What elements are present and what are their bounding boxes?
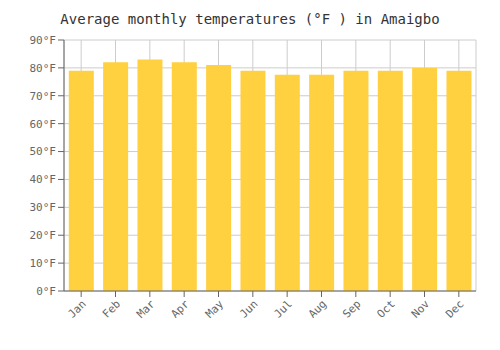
svg-text:10°F: 10°F (30, 257, 57, 270)
svg-text:Nov: Nov (409, 297, 433, 321)
svg-text:90°F: 90°F (30, 34, 57, 47)
svg-text:Oct: Oct (375, 297, 398, 320)
svg-text:Apr: Apr (169, 297, 193, 321)
svg-text:Feb: Feb (100, 297, 123, 320)
svg-text:Dec: Dec (443, 297, 466, 320)
svg-text:May: May (203, 297, 227, 321)
svg-text:80°F: 80°F (30, 62, 57, 75)
svg-text:Jan: Jan (66, 297, 89, 320)
svg-text:Aug: Aug (306, 297, 329, 320)
svg-text:Jul: Jul (272, 297, 295, 320)
svg-text:20°F: 20°F (30, 229, 57, 242)
svg-text:60°F: 60°F (30, 118, 57, 131)
html-text:Average monthly temperatures (: Average monthly temperatures (°F ) in Am… (60, 11, 440, 27)
svg-text:Jun: Jun (237, 297, 260, 320)
svg-text:50°F: 50°F (30, 145, 57, 158)
svg-text:40°F: 40°F (30, 173, 57, 186)
svg-text:Sep: Sep (340, 297, 363, 320)
svg-text:30°F: 30°F (30, 201, 57, 214)
svg-text:0°F: 0°F (36, 285, 56, 298)
svg-text:Mar: Mar (134, 297, 158, 321)
svg-text:70°F: 70°F (30, 90, 57, 103)
